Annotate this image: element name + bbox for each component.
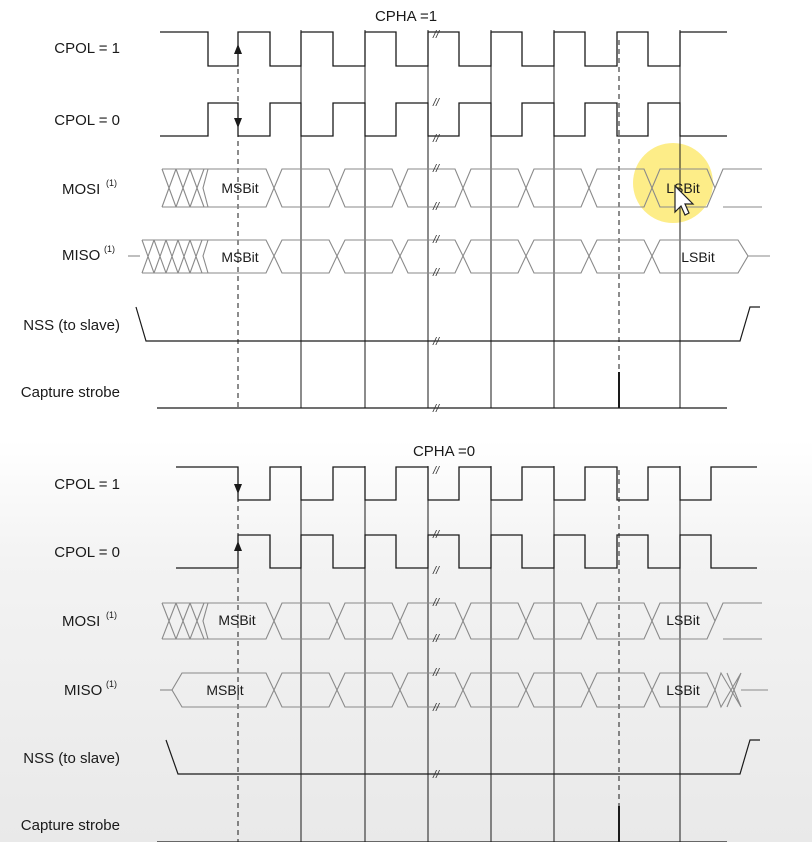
edge-markers <box>237 470 620 842</box>
clock-cpol1 <box>176 466 757 501</box>
label-strobe: Capture strobe <box>21 817 120 834</box>
miso-msb-label: MSBit <box>206 682 243 698</box>
clock-cpol0 <box>160 102 727 137</box>
cursor-highlight <box>633 143 713 223</box>
break-marks: // // // // // // // // // <box>432 29 440 415</box>
svg-text://: // <box>432 597 440 609</box>
label-mosi: MOSI (1) <box>62 178 117 198</box>
label-miso-text: MISO <box>62 247 100 264</box>
svg-text://: // <box>432 403 440 415</box>
miso-lsb-label: LSBit <box>666 682 700 698</box>
svg-text://: // <box>432 465 440 477</box>
svg-text://: // <box>432 769 440 781</box>
diagram-cpha0: CPHA =0 CPOL = 1 CPOL = 0 MOSI (1) MISO … <box>21 443 768 842</box>
svg-text://: // <box>432 133 440 145</box>
svg-text://: // <box>432 201 440 213</box>
miso-lsb-label: LSBit <box>681 249 715 265</box>
bus-mosi <box>161 168 762 208</box>
label-miso-text: MISO <box>64 682 102 699</box>
bus-mosi <box>161 602 762 640</box>
nss-line <box>165 739 760 775</box>
svg-text://: // <box>432 163 440 175</box>
break-marks: // // // // // // // // <box>432 465 440 781</box>
label-nss: NSS (to slave) <box>23 317 120 334</box>
mosi-msb-label: MSBit <box>221 180 258 196</box>
label-cpol1: CPOL = 1 <box>54 40 120 57</box>
svg-text://: // <box>432 336 440 348</box>
svg-text://: // <box>432 529 440 541</box>
svg-text://: // <box>432 565 440 577</box>
svg-text://: // <box>432 702 440 714</box>
bus-miso <box>160 671 768 709</box>
label-cpol1: CPOL = 1 <box>54 476 120 493</box>
svg-text://: // <box>432 667 440 679</box>
edge-markers <box>237 40 620 408</box>
label-miso-sup: (1) <box>104 244 115 254</box>
svg-text://: // <box>432 234 440 246</box>
label-mosi-text: MOSI <box>62 613 100 630</box>
label-mosi: MOSI (1) <box>62 610 117 630</box>
miso-msb-label: MSBit <box>221 249 258 265</box>
label-nss: NSS (to slave) <box>23 750 120 767</box>
label-strobe: Capture strobe <box>21 384 120 401</box>
clock-cpol1 <box>160 31 727 67</box>
label-cpol0: CPOL = 0 <box>54 544 120 561</box>
mosi-msb-label: MSBit <box>218 612 255 628</box>
label-miso: MISO (1) <box>64 679 117 699</box>
mosi-lsb-label: LSBit <box>666 612 700 628</box>
svg-text://: // <box>432 267 440 279</box>
label-mosi-sup: (1) <box>106 610 117 620</box>
svg-text://: // <box>432 29 440 41</box>
arrow-cursor-icon <box>674 184 695 216</box>
bus-miso <box>128 239 770 274</box>
rising-arrow-icon <box>234 44 242 54</box>
svg-text://: // <box>432 97 440 109</box>
diagram-title: CPHA =0 <box>413 443 475 460</box>
falling-arrow-icon <box>234 484 242 494</box>
rising-arrow-icon <box>234 541 242 551</box>
diagram-title: CPHA =1 <box>375 8 437 25</box>
label-mosi-text: MOSI <box>62 181 100 198</box>
label-mosi-sup: (1) <box>106 178 117 188</box>
svg-text://: // <box>432 633 440 645</box>
diagram-cpha1: CPHA =1 CPOL = 1 CPOL = 0 MOSI (1) MISO … <box>21 8 770 415</box>
edge-markers-solid <box>300 466 681 842</box>
edge-markers-solid <box>300 30 681 408</box>
label-miso: MISO (1) <box>62 244 115 264</box>
nss-line <box>135 306 760 342</box>
label-cpol0: CPOL = 0 <box>54 112 120 129</box>
falling-arrow-icon <box>234 118 242 128</box>
label-miso-sup: (1) <box>106 679 117 689</box>
clock-cpol0 <box>176 534 757 569</box>
